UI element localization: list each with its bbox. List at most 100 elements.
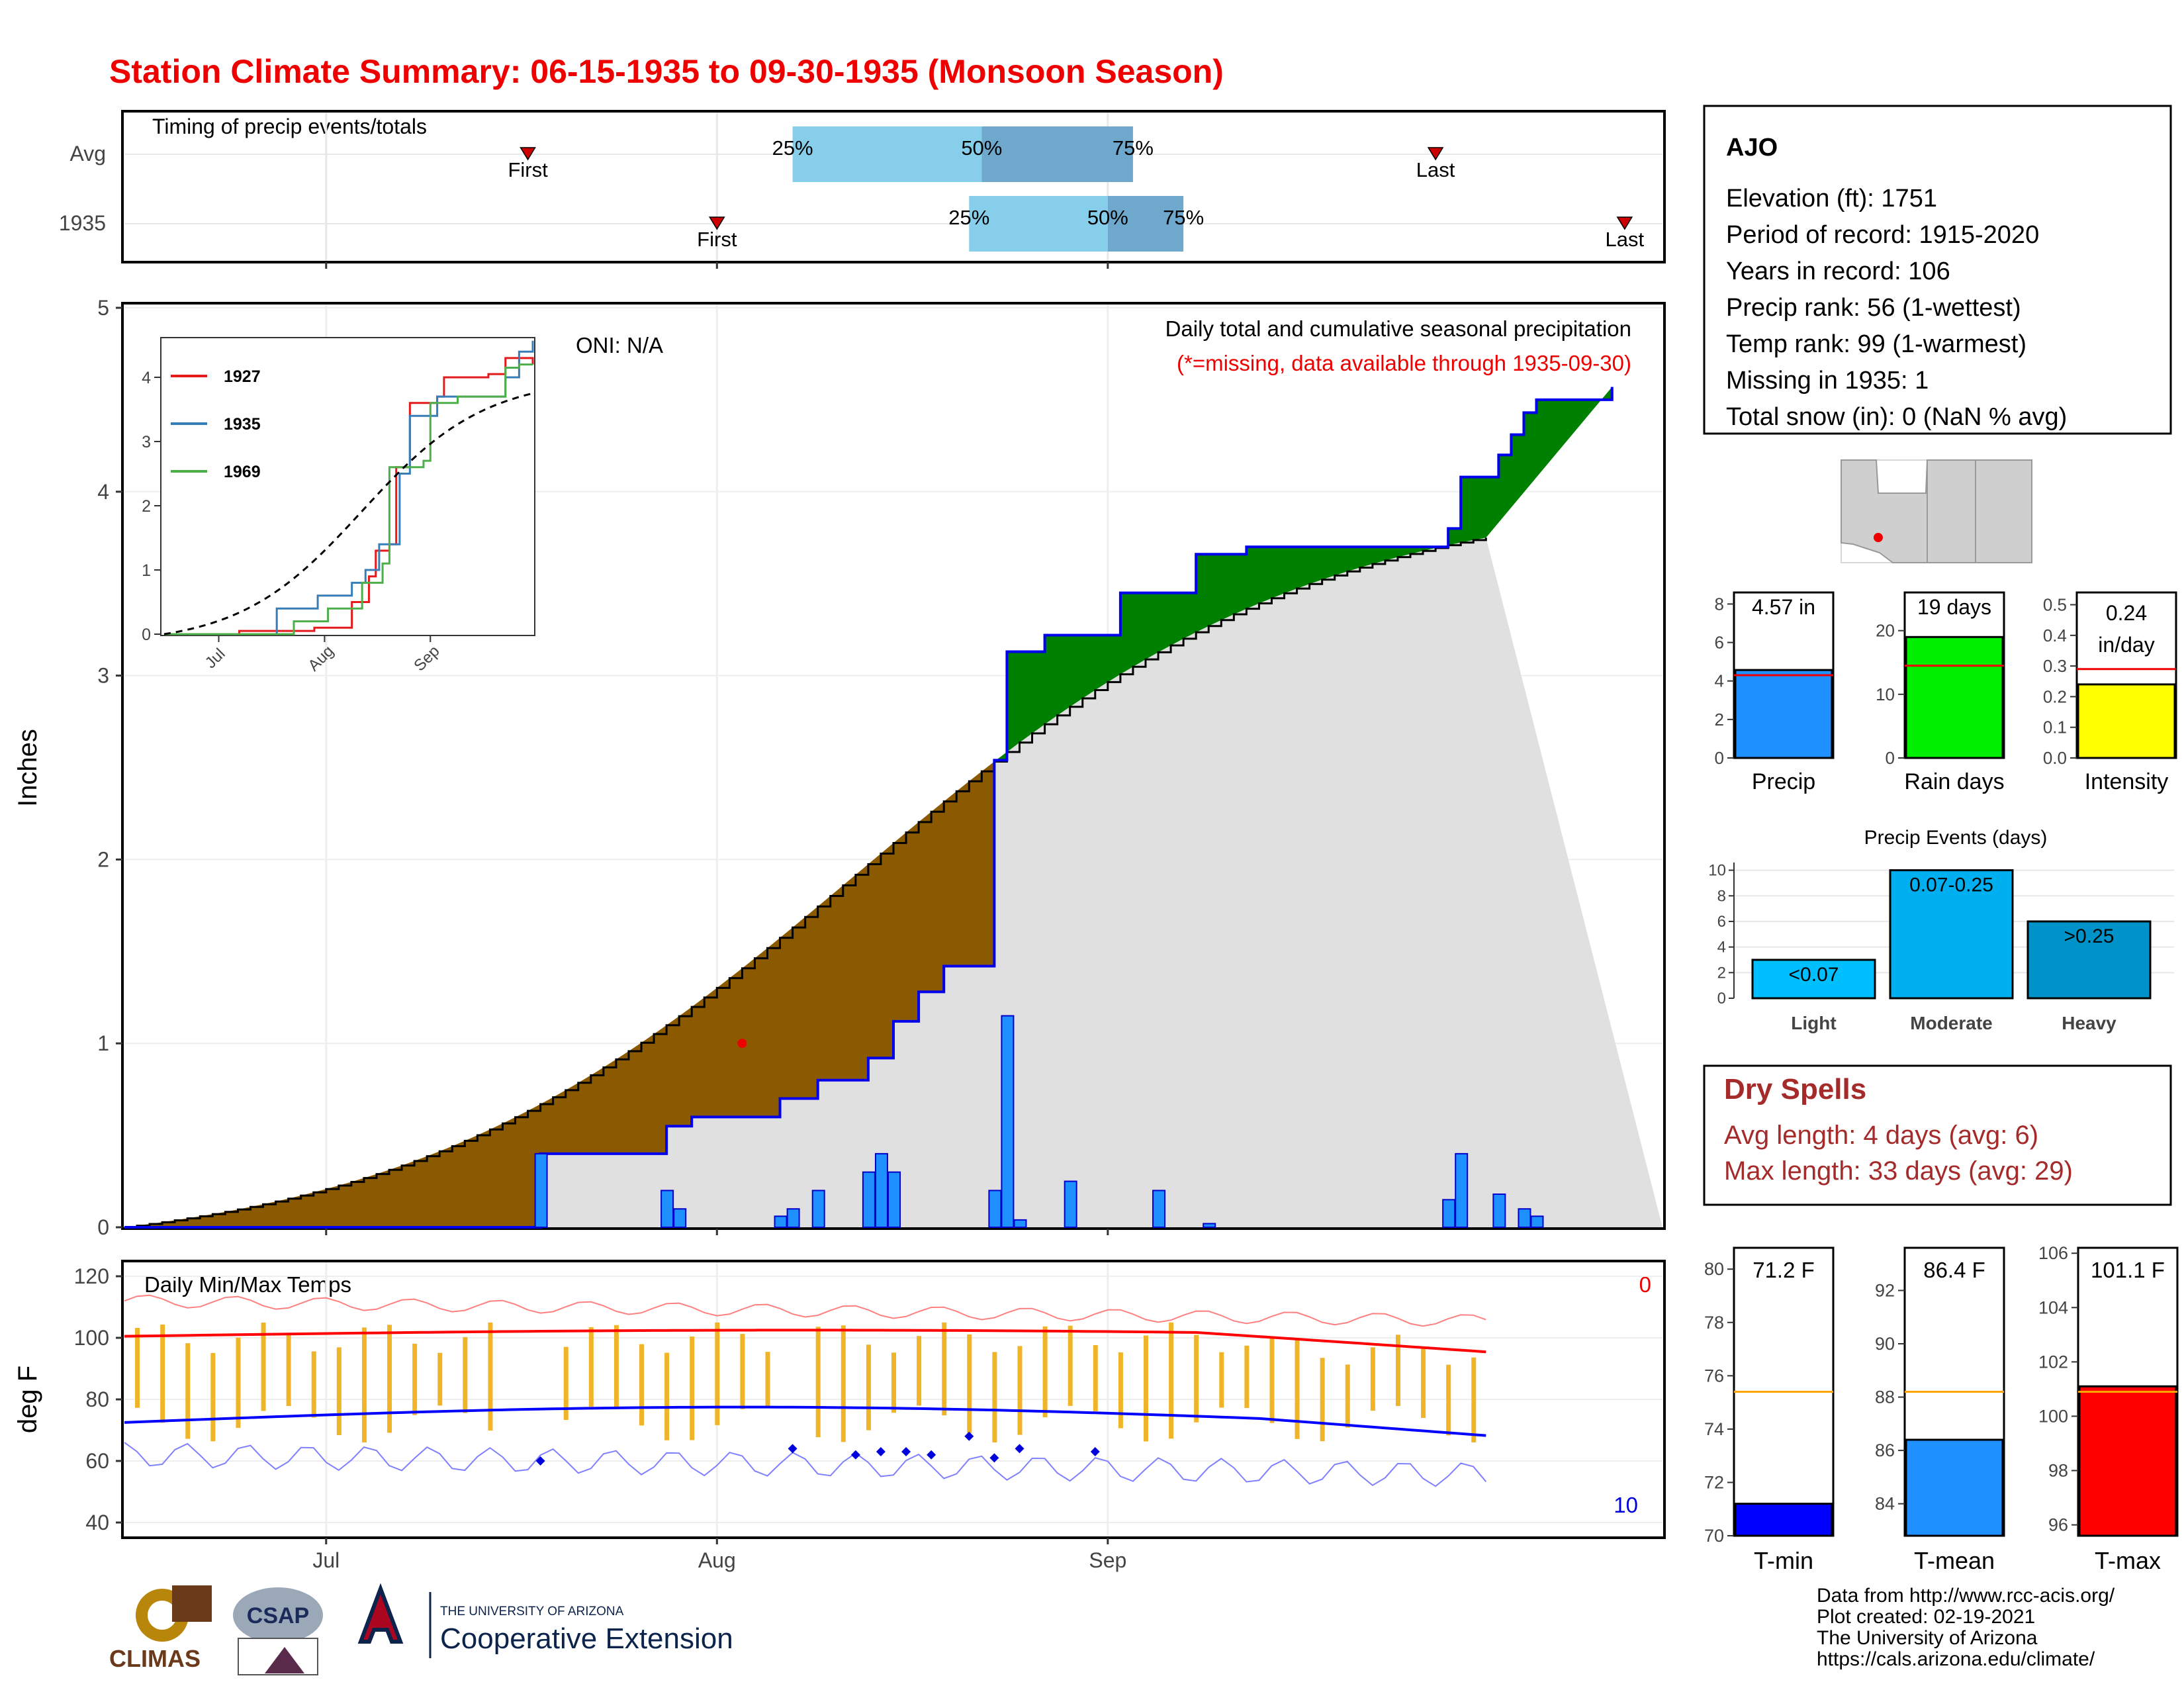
summary-ytick-label: 0.2	[2043, 686, 2067, 706]
csap-mountain	[265, 1647, 304, 1673]
daily-temp-bar	[261, 1323, 266, 1411]
record-low-marker	[788, 1444, 797, 1454]
daily-temp-bar	[185, 1343, 191, 1439]
daily-precip-bar	[1492, 1193, 1506, 1228]
precip-events-panel: Precip Events (days) 0 2 4 6 8 10 <0.07 Light 0.…	[1708, 827, 2174, 1033]
station-frame	[1703, 105, 2172, 435]
csap-logo: CSAP	[233, 1587, 323, 1675]
events-bar-label: Heavy	[2062, 1013, 2116, 1033]
summary-ytick-label: 6	[1715, 633, 1724, 653]
daily-precip-bar	[862, 1171, 876, 1229]
daily-temp-bar	[210, 1352, 216, 1442]
temps-ytick-label: 40	[85, 1511, 109, 1534]
climas-logo-block	[172, 1585, 212, 1622]
precip-panel: Inches ONI: N/A Daily total and cumulati…	[13, 296, 1666, 1239]
climas-logo: CLIMAS	[109, 1585, 212, 1672]
precip-ytick-label: 5	[97, 296, 109, 320]
daily-temp-bar	[437, 1352, 443, 1406]
summary-ytick-label: 0.4	[2043, 626, 2067, 645]
daily-temp-bar	[917, 1336, 922, 1406]
inset-series-1935	[164, 340, 534, 635]
summary-bar-Rain days	[1905, 635, 2004, 759]
tempbar-ytick-label: 84	[1875, 1494, 1895, 1514]
inset-ytick-label: 4	[142, 369, 151, 387]
dry-spells-max: Max length: 33 days (avg: 29)	[1724, 1156, 2073, 1186]
footer: CLIMAS CSAP THE UNIVERSITY OF ARIZONA Co…	[109, 1583, 2115, 1675]
tempbar-axis-label: T-min	[1754, 1547, 1813, 1574]
temps-ytick-label: 80	[85, 1387, 109, 1411]
precip-deficit-area	[124, 651, 1007, 1227]
summary-ytick-label: 4	[1715, 671, 1724, 691]
ua-logo: THE UNIVERSITY OF ARIZONA Cooperative Ex…	[357, 1583, 733, 1658]
ua-small-text: THE UNIVERSITY OF ARIZONA	[440, 1605, 624, 1618]
daily-temp-bar	[715, 1322, 720, 1425]
inset-series-1969	[164, 363, 533, 635]
tempbar-ytick-label: 78	[1704, 1313, 1724, 1333]
daily-temp-bar	[488, 1322, 493, 1431]
summary-axis-label: Precip	[1752, 769, 1815, 794]
events-title: Precip Events (days)	[1864, 827, 2048, 849]
daily-temp-bar	[664, 1352, 670, 1440]
daily-temp-bar	[614, 1325, 619, 1409]
daily-precip-bar	[660, 1190, 674, 1228]
tempbar-ytick-label: 98	[2048, 1461, 2068, 1481]
footer-line-2: Plot created: 02-19-2021	[1817, 1606, 2035, 1628]
inset-ytick-label: 2	[142, 497, 151, 516]
daily-precip-bar	[1001, 1015, 1015, 1229]
summary-ytick-label: 0.0	[2043, 748, 2067, 768]
temps-panel: deg F Daily Min/Max Temps 0 10 406080100…	[13, 1260, 1666, 1572]
summary-bar-Intensity	[2077, 683, 2176, 759]
temps-top-count: 0	[1639, 1272, 1651, 1297]
csap-logo-text: CSAP	[247, 1603, 309, 1628]
inset-normal-line	[163, 392, 533, 635]
summary-ytick-label: 0	[1715, 748, 1724, 768]
events-bar-Light	[1751, 959, 1876, 1000]
temps-bottom-count: 10	[1614, 1493, 1638, 1517]
daily-temp-bar	[563, 1346, 569, 1421]
inset-legend-label: 1969	[224, 463, 261, 481]
daily-temp-bar	[1194, 1335, 1199, 1423]
cumulative-1935-line	[124, 387, 1614, 1229]
precip-ytick-label: 0	[97, 1215, 109, 1239]
daily-temp-bar	[1093, 1345, 1098, 1411]
summary-ytick-label: 10	[1876, 684, 1895, 704]
events-ytick-label: 10	[1708, 862, 1726, 880]
summary-ytick-label: 2	[1715, 710, 1724, 729]
daily-temp-bar	[866, 1344, 871, 1430]
normal-to-date-marker	[737, 1039, 747, 1049]
daily-temp-bar	[891, 1352, 896, 1413]
daily-temp-bar	[1370, 1347, 1375, 1411]
timing-pct-label: 75%	[1113, 136, 1154, 160]
normal-tmax-line	[124, 1329, 1486, 1354]
events-bar-value: 0.07-0.25	[1909, 874, 1993, 896]
daily-temp-bar	[387, 1325, 392, 1433]
timing-box-upper	[1107, 196, 1184, 252]
station-info-line: Precip rank: 56 (1-wettest)	[1726, 294, 2021, 322]
summary-ytick-label: 0.1	[2043, 718, 2067, 737]
summary-value-label: 19 days	[1917, 595, 1991, 619]
daily-temp-bar	[1244, 1345, 1250, 1408]
events-bar-value: <0.07	[1789, 964, 1839, 986]
tempbar-value-label: 101.1 F	[2091, 1258, 2165, 1282]
temps-ylabel: deg F	[13, 1366, 42, 1433]
daily-temp-bar	[1446, 1364, 1451, 1436]
record-low-marker	[927, 1450, 936, 1460]
summary-axis-label: Rain days	[1904, 769, 2004, 794]
temp-summary-bars: 70 72 74 76 78 80 71.2 F T-min 84 86 88 90 92 86.4 F T…	[1704, 1243, 2179, 1574]
events-bar-label: Moderate	[1910, 1013, 1992, 1033]
station-info-line: Total snow (in): 0 (NaN % avg)	[1726, 403, 2067, 431]
station-info-line: Years in record: 106	[1726, 258, 1950, 285]
inset-frame	[160, 337, 535, 636]
events-bar-Heavy	[2026, 920, 2152, 1000]
temps-xtick-label: Jul	[312, 1548, 340, 1572]
daily-precip-bar	[1442, 1199, 1456, 1228]
events-ytick-label: 2	[1717, 964, 1726, 982]
daily-temp-bar	[1269, 1338, 1275, 1423]
dry-spells-avg: Avg length: 4 days (avg: 6)	[1724, 1121, 2038, 1150]
record-low-marker	[1090, 1447, 1100, 1457]
daily-precip-bar	[1013, 1219, 1027, 1228]
summary-value-label: 4.57 in	[1752, 595, 1815, 619]
record-low-marker	[876, 1447, 886, 1457]
timing-row-avg-label: Avg	[69, 142, 106, 165]
